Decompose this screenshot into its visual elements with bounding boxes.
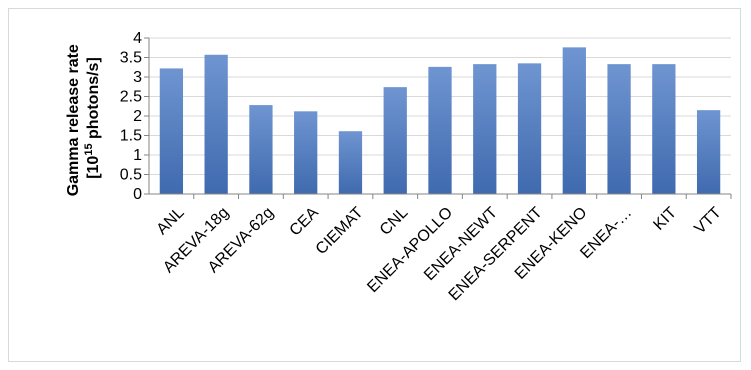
y-tick-label: 3.5 — [120, 50, 142, 67]
y-axis-unit-suffix: photons/s] — [85, 57, 102, 143]
bar — [607, 64, 631, 194]
y-tick-label: 2 — [133, 108, 142, 125]
bar — [159, 68, 184, 194]
bar — [428, 66, 452, 194]
bar — [249, 105, 273, 194]
x-category-label: CNL — [377, 204, 412, 239]
y-tick-label: 0.5 — [120, 167, 142, 184]
bar — [517, 63, 542, 194]
y-tick-label: 4 — [133, 30, 142, 47]
bar — [473, 64, 497, 194]
axes — [144, 37, 732, 199]
y-tick-label: 2.5 — [120, 89, 142, 106]
y-axis-unit-prefix: [10 — [85, 156, 102, 179]
x-category-label: ANL — [154, 204, 188, 238]
bar — [383, 87, 407, 194]
x-category-label: CIEMAT — [313, 204, 367, 258]
bar — [562, 47, 586, 194]
bar — [696, 110, 721, 194]
y-tick-label: 1.5 — [120, 128, 142, 145]
x-category-label: CEA — [287, 204, 323, 240]
y-axis-title-line2: [1015 photons/s] — [83, 57, 102, 179]
y-axis-title: Gamma release rate [1015 photons/s] — [65, 40, 102, 197]
bar — [338, 131, 363, 194]
bar — [204, 54, 228, 194]
y-axis-title-line1: Gamma release rate — [65, 44, 82, 196]
y-tick-label: 1 — [133, 147, 142, 164]
x-category-label: KIT — [650, 204, 680, 234]
x-category-label: VTT — [691, 204, 725, 238]
bars — [159, 47, 721, 194]
y-tick-label: 0 — [133, 186, 142, 203]
y-axis-unit-exponent: 15 — [83, 143, 95, 155]
y-tick-label: 3 — [133, 69, 142, 86]
bar — [294, 111, 318, 194]
y-tick-labels: 0 0.5 1 1.5 2 2.5 3 3.5 4 — [120, 30, 142, 203]
bar — [652, 64, 676, 194]
